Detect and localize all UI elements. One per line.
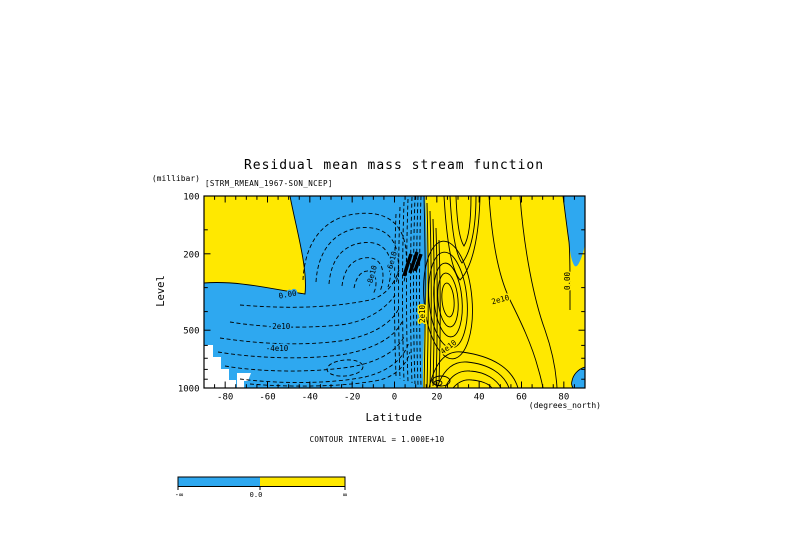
x-tick-label: -60 (259, 393, 275, 403)
y-tick-label: 200 (183, 250, 199, 260)
contour-line (449, 196, 477, 264)
contour-label: -2e10 (268, 322, 291, 331)
contour-line (410, 196, 413, 384)
contour-line (398, 206, 401, 380)
contour-line (402, 201, 405, 382)
contour-line (394, 213, 397, 377)
colorbar-border (177, 476, 346, 487)
contour-line (436, 361, 510, 388)
contour-line (488, 196, 544, 388)
contour-line (413, 196, 416, 385)
x-tick-label: -20 (344, 393, 360, 403)
x-tick-label: 60 (516, 393, 527, 403)
contour-line (328, 241, 392, 288)
contour-line (224, 334, 406, 372)
x-tick-label: -40 (302, 393, 318, 403)
contour-line (229, 294, 396, 328)
colorbar-label-max: ∞ (343, 491, 347, 499)
fill-regions (204, 196, 585, 388)
contour-line (239, 269, 400, 308)
y-axis-title: Level (155, 275, 167, 307)
x-tick-label: 0 (392, 393, 397, 403)
contour-label: 2e10 (418, 304, 427, 323)
negative-region-northpole (563, 196, 585, 267)
contour-line (217, 321, 403, 359)
contour-line (315, 227, 399, 285)
contour-line (423, 240, 473, 360)
contour-line (433, 380, 443, 386)
zero-contour (204, 196, 306, 295)
axis-ticks (204, 195, 585, 389)
colorbar-positive-segment (260, 477, 345, 487)
x-tick-label: 80 (558, 393, 569, 403)
x-axis-unit: (degrees_north) (529, 401, 601, 410)
contour-line (435, 227, 438, 386)
contour-line (444, 370, 502, 388)
contour-line (341, 257, 384, 292)
contour-label: -4e10 (266, 344, 289, 353)
contour-line (438, 239, 441, 384)
contour-line (426, 202, 429, 388)
negative-contours-dashed (217, 196, 422, 387)
contour-line (423, 196, 426, 388)
negative-region-main (204, 196, 428, 388)
contour-line (431, 375, 451, 387)
contour-line (419, 196, 422, 387)
x-tick-label: -80 (217, 393, 233, 403)
contour-line (302, 212, 407, 283)
y-tick-label: 1000 (178, 385, 200, 395)
contour-line (428, 251, 468, 349)
x-axis-title: Latitude (366, 411, 423, 424)
positive-contours-solid (204, 196, 585, 388)
x-tick-label: 20 (431, 393, 442, 403)
missing-data-region (204, 345, 236, 388)
colorbar-negative-segment (178, 477, 260, 487)
contour-line (437, 272, 459, 328)
contour-line (455, 196, 472, 247)
contour-interval-label: CONTOUR INTERVAL = 1.000E+10 (310, 435, 445, 444)
chart-title: Residual mean mass stream function (244, 158, 544, 173)
contour-line (416, 196, 419, 386)
contour-line (326, 359, 364, 377)
axis-tick-labels: -80 -60 -40 -20 0 20 40 60 80 100 200 500 1000 (178, 193, 569, 403)
contour-line (406, 198, 409, 383)
missing-data-region-2 (237, 373, 251, 388)
contour-line (432, 218, 435, 387)
contour-label: 0.00 (563, 271, 572, 290)
dataset-id-label: [STRM_RMEAN_1967-SON_NCEP] (205, 179, 333, 188)
contour-line (452, 379, 493, 388)
label-cluster-blob (402, 251, 423, 277)
y-tick-label: 100 (183, 193, 199, 203)
contour-line (441, 282, 455, 318)
contour-line (443, 196, 481, 281)
contour-line (239, 341, 410, 383)
contour-line (429, 210, 432, 388)
y-tick-label: 500 (183, 327, 199, 337)
y-axis-unit: (millibar) (152, 174, 200, 183)
colorbar-label-zero: 0.0 (250, 491, 263, 499)
contour-line (571, 366, 585, 388)
contour-line (219, 309, 399, 345)
contour-line (519, 196, 558, 388)
x-tick-label: 40 (474, 393, 485, 403)
colorbar-label-min: -∞ (175, 491, 183, 499)
colorbar: -∞ 0.0 ∞ (175, 476, 347, 499)
contour-line (249, 351, 411, 387)
negative-region-bottomright (571, 367, 585, 388)
zero-contour (562, 196, 571, 310)
